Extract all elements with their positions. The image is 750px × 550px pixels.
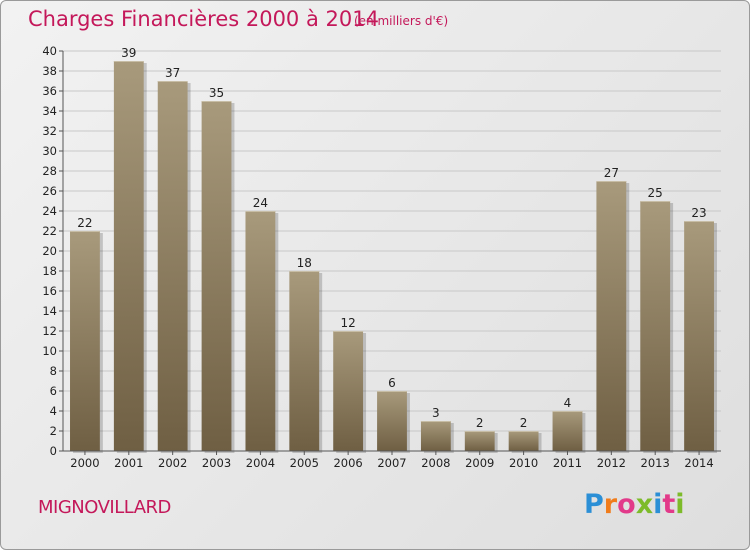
y-tick-label: 26 <box>42 184 57 198</box>
y-tick-label: 10 <box>42 344 57 358</box>
logo-letter: o <box>617 489 636 520</box>
labels: 0246810121416182022242628303234363840222… <box>42 44 713 470</box>
x-tick-label: 2010 <box>509 456 538 470</box>
commune-name: MIGNOVILLARD <box>38 497 171 518</box>
chart-subtitle: (en milliers d'€) <box>354 14 449 28</box>
value-label: 3 <box>432 406 440 420</box>
y-tick-label: 24 <box>42 204 57 218</box>
y-tick-label: 20 <box>42 244 57 258</box>
y-tick-label: 0 <box>50 444 57 458</box>
x-tick-label: 2004 <box>246 456 275 470</box>
y-tick-label: 8 <box>50 364 57 378</box>
y-tick-label: 12 <box>42 324 57 338</box>
value-label: 12 <box>340 316 355 330</box>
bar-2013 <box>640 201 671 451</box>
value-label: 23 <box>691 206 706 220</box>
x-tick-label: 2002 <box>158 456 187 470</box>
y-tick-label: 2 <box>50 424 57 438</box>
logo-letter: i <box>653 489 663 520</box>
value-label: 39 <box>121 46 136 60</box>
y-tick-label: 14 <box>42 304 57 318</box>
x-tick-label: 2005 <box>290 456 319 470</box>
logo-letter: x <box>635 489 654 520</box>
y-tick-label: 36 <box>42 84 57 98</box>
y-tick-label: 34 <box>42 104 57 118</box>
bars <box>70 61 717 453</box>
axes <box>59 50 721 455</box>
bar-2012 <box>596 181 627 451</box>
bar-2000 <box>70 231 100 451</box>
x-tick-label: 2008 <box>421 456 450 470</box>
y-tick-label: 22 <box>42 224 57 238</box>
bar-2003 <box>201 101 232 451</box>
value-label: 18 <box>297 256 312 270</box>
bar-2006 <box>333 331 364 451</box>
x-tick-label: 2001 <box>114 456 143 470</box>
value-label: 27 <box>604 166 619 180</box>
x-tick-label: 2006 <box>333 456 362 470</box>
y-tick-label: 18 <box>42 264 57 278</box>
chart-title: Charges Financières 2000 à 2014 <box>28 7 379 31</box>
x-tick-label: 2007 <box>377 456 406 470</box>
y-tick-label: 30 <box>42 144 57 158</box>
value-label: 24 <box>253 196 268 210</box>
value-label: 22 <box>77 216 92 230</box>
bar-2002 <box>157 81 188 451</box>
bar-2009 <box>464 431 495 451</box>
x-tick-label: 2009 <box>465 456 494 470</box>
bar-2011 <box>552 411 583 451</box>
proxiti-logo[interactable]: Proxiti <box>584 489 685 520</box>
x-tick-label: 2011 <box>553 456 582 470</box>
y-tick-label: 38 <box>42 64 57 78</box>
value-label: 25 <box>648 186 663 200</box>
bar-2007 <box>377 391 407 451</box>
bar-2010 <box>508 431 539 451</box>
x-tick-label: 2000 <box>70 456 99 470</box>
value-label: 6 <box>388 376 396 390</box>
x-tick-label: 2014 <box>684 456 713 470</box>
logo-letter: r <box>603 489 618 520</box>
value-label: 37 <box>165 66 180 80</box>
logo-letter: i <box>675 489 685 520</box>
bar-2001 <box>113 61 144 451</box>
y-tick-label: 4 <box>50 404 57 418</box>
bar-2005 <box>289 271 320 451</box>
logo-letter: P <box>584 489 604 520</box>
value-label: 35 <box>209 86 224 100</box>
y-tick-label: 16 <box>42 284 57 298</box>
bar-2008 <box>420 421 451 451</box>
x-tick-label: 2012 <box>597 456 626 470</box>
x-tick-label: 2003 <box>202 456 231 470</box>
y-tick-label: 32 <box>42 124 57 138</box>
bar-2014 <box>684 221 714 451</box>
y-tick-label: 6 <box>50 384 57 398</box>
logo-letter: t <box>662 489 676 520</box>
y-tick-label: 28 <box>42 164 57 178</box>
value-label: 2 <box>476 416 484 430</box>
y-tick-label: 40 <box>42 44 57 58</box>
x-tick-label: 2013 <box>641 456 670 470</box>
bar-2004 <box>245 211 276 451</box>
value-label: 2 <box>520 416 528 430</box>
value-label: 4 <box>564 396 572 410</box>
